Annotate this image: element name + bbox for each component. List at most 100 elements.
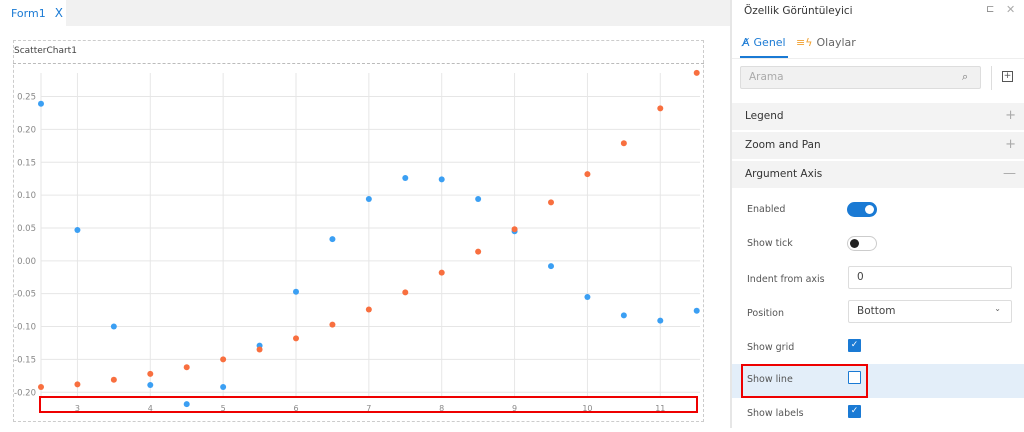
tab-genel[interactable]: A̸ Genel (742, 36, 786, 49)
divider (991, 66, 992, 90)
point-series1 (220, 384, 227, 390)
show-line-checkbox[interactable] (848, 371, 861, 384)
tab-label: Form1 (11, 6, 46, 20)
highlight-show-line (741, 364, 868, 398)
point-series1 (38, 100, 44, 107)
scatter-chart[interactable] (13, 40, 704, 422)
search-input[interactable]: Arama (740, 66, 981, 89)
prop-show-labels: Show labels ✓ (732, 398, 1024, 432)
point-series2 (402, 289, 409, 296)
point-series2 (220, 356, 227, 363)
section-label: Argument Axis (745, 168, 823, 180)
minus-icon: — (1003, 166, 1016, 181)
prop-label: Show labels (747, 408, 804, 419)
y-tick-label: 0.20 (17, 125, 36, 135)
document-tab-bar: Form1 X (0, 0, 730, 26)
section-label: Legend (745, 110, 784, 122)
point-series1 (693, 307, 700, 314)
point-series1 (475, 196, 482, 203)
y-tick-label: 0.25 (17, 93, 36, 103)
search-icon[interactable]: ⌕ (962, 70, 969, 83)
point-series2 (147, 370, 154, 377)
show-tick-toggle[interactable] (847, 236, 877, 251)
expand-all-icon[interactable]: + (1002, 71, 1013, 82)
prop-show-tick: Show tick (732, 228, 1024, 262)
show-grid-checkbox[interactable]: ✓ (848, 339, 861, 352)
plus-icon: + (1005, 137, 1016, 152)
divider (13, 63, 704, 64)
show-labels-checkbox[interactable]: ✓ (848, 405, 861, 418)
point-series1 (329, 236, 336, 243)
tab-olaylar[interactable]: ≡ϟ Olaylar (796, 36, 856, 49)
x-tick-label: 10 (582, 404, 592, 413)
chart-name-label: ScatterChart1 (14, 46, 77, 56)
tab-label: Olaylar (816, 36, 856, 49)
divider (732, 58, 1024, 59)
point-series1 (657, 317, 664, 324)
point-series1 (438, 176, 445, 183)
y-tick-label: 0.00 (17, 257, 36, 267)
y-tick-label: 0.05 (17, 224, 36, 234)
x-tick-label: 11 (655, 404, 665, 413)
active-tab-indicator (740, 56, 788, 58)
prop-label: Indent from axis (747, 274, 825, 285)
point-series1 (620, 312, 627, 319)
x-tick-label: 3 (75, 404, 80, 413)
point-series1 (293, 288, 299, 295)
pin-icon[interactable]: ⊏ (986, 4, 995, 15)
y-tick-label: -0.20 (14, 388, 36, 398)
point-series2 (584, 171, 591, 178)
prop-position: Position Bottom ⌄ (732, 298, 1024, 332)
prop-label: Position (747, 308, 784, 319)
tab-form1[interactable]: Form1 X (0, 0, 66, 26)
prop-enabled: Enabled (732, 194, 1024, 228)
prop-show-line: Show line (732, 364, 1024, 398)
indent-input[interactable]: 0 (848, 266, 1012, 289)
scatter-plot: 0.25 0.20 0.15 0.10 0.05 0.00 -0.05 -0.10 -0.15 -… (14, 69, 700, 413)
text-edit-icon: A̸ (742, 36, 750, 49)
point-series2 (74, 381, 81, 388)
x-tick-label: 5 (221, 404, 226, 413)
close-icon[interactable]: ✕ (1006, 3, 1016, 16)
point-series1 (147, 382, 154, 389)
close-icon[interactable]: X (54, 6, 63, 20)
point-series2 (548, 199, 554, 206)
point-series2 (110, 376, 117, 383)
plus-icon: + (1005, 108, 1016, 123)
point-series1 (183, 401, 190, 408)
x-tick-label: 9 (512, 404, 517, 413)
point-series2 (183, 364, 190, 371)
prop-indent: Indent from axis 0 (732, 264, 1024, 298)
x-tick-label: 7 (366, 404, 371, 413)
point-series2 (475, 248, 482, 255)
highlight-axis-line (39, 396, 698, 413)
position-select[interactable]: Bottom ⌄ (848, 300, 1012, 323)
chevron-down-icon: ⌄ (994, 304, 1001, 313)
point-series2 (693, 69, 700, 76)
point-series1 (402, 175, 409, 182)
prop-label: Show line (747, 374, 793, 385)
point-series2 (38, 384, 44, 390)
prop-label: Show grid (747, 342, 795, 353)
prop-label: Enabled (747, 204, 786, 215)
point-series2 (438, 269, 445, 276)
section-legend[interactable]: Legend + (732, 103, 1024, 131)
point-series2 (256, 346, 263, 353)
design-canvas (0, 26, 730, 428)
section-argument-axis[interactable]: Argument Axis — (732, 161, 1024, 189)
y-tick-label: 0.15 (17, 158, 36, 168)
point-series1 (74, 226, 81, 233)
point-series2 (620, 140, 627, 147)
x-tick-label: 8 (439, 404, 444, 413)
enabled-toggle[interactable] (847, 202, 877, 217)
prop-label: Show tick (747, 238, 793, 249)
point-series1 (548, 263, 554, 270)
y-tick-label: -0.05 (14, 290, 36, 300)
section-zoom-and-pan[interactable]: Zoom and Pan + (732, 132, 1024, 160)
point-series1 (110, 323, 117, 330)
point-series2 (657, 105, 664, 112)
lightning-list-icon: ≡ϟ (796, 36, 813, 49)
point-series2 (365, 306, 372, 313)
section-label: Zoom and Pan (745, 139, 821, 151)
y-tick-label: 0.10 (17, 191, 36, 201)
